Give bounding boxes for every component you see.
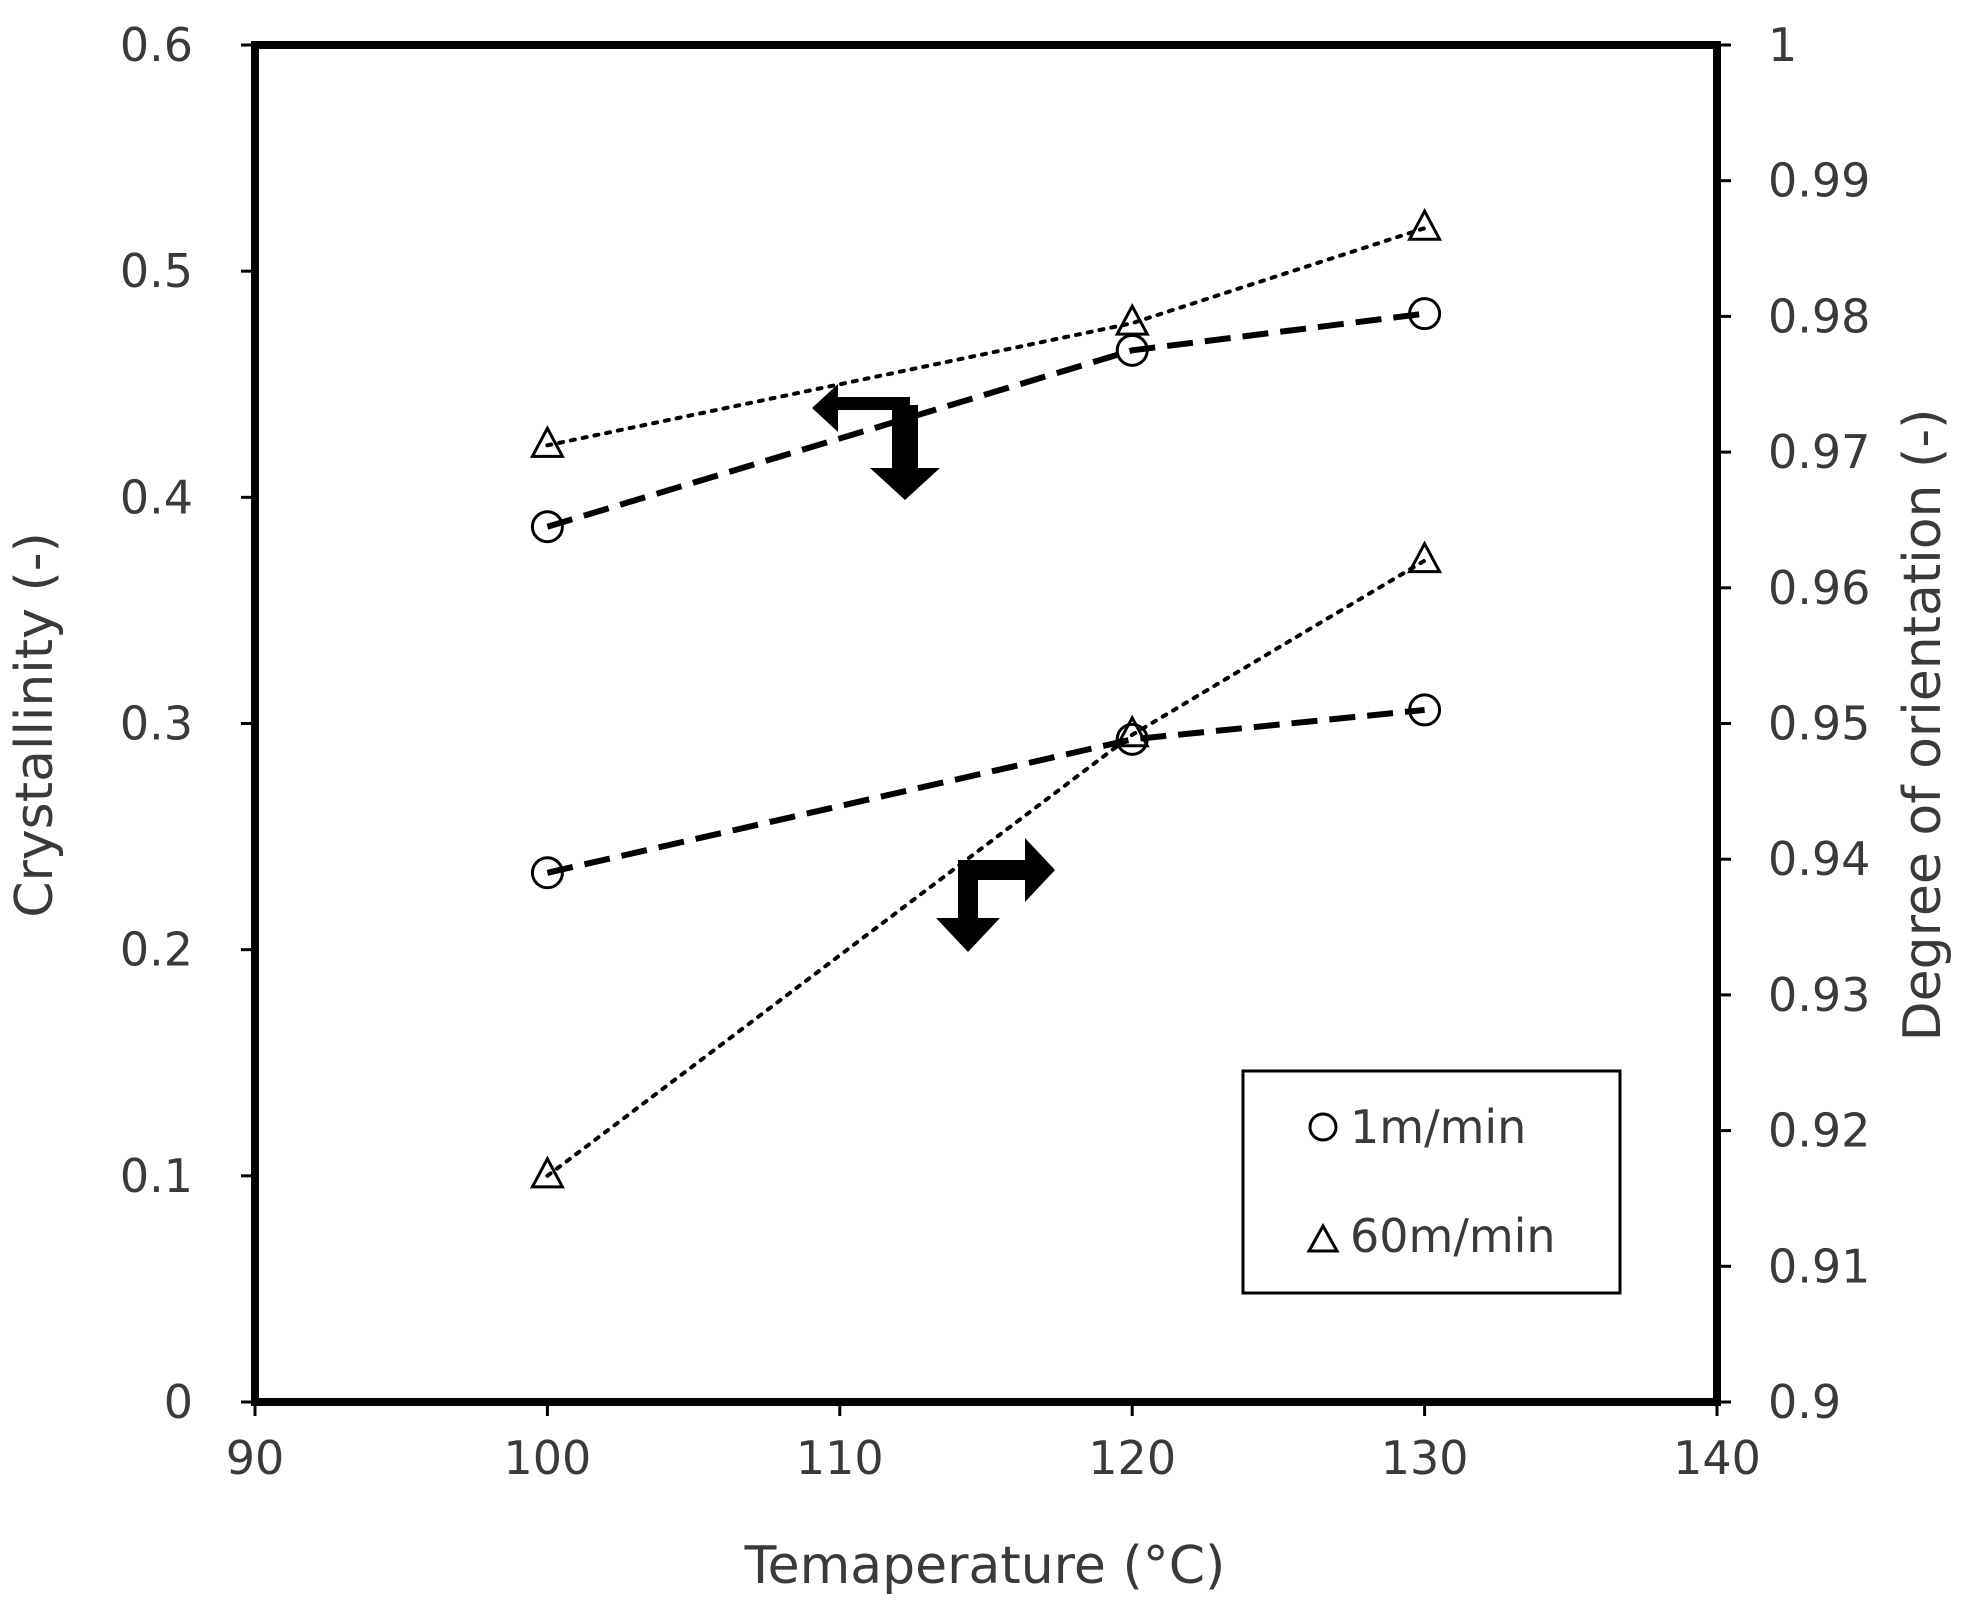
- data-point-triangle: [1407, 540, 1443, 574]
- y-axis-title: Crystallinity (-): [5, 532, 65, 918]
- y2-axis-title: Degree of orientation (-): [1893, 409, 1953, 1042]
- y2-tick-label: 0.99: [1768, 154, 1870, 208]
- series-points: [529, 208, 1443, 1189]
- y2-tick-label: 0.95: [1768, 697, 1870, 751]
- y2-axis-ticks: 0.9 0.91 0.92 0.93 0.94 0.95 0.96 0.97 0.98 0.99 1: [1717, 18, 1870, 1429]
- y-tick-label: 0.2: [120, 923, 193, 977]
- series-line-3: [545, 226, 1427, 448]
- series-line-2: [546, 310, 1425, 530]
- data-point-circle: [530, 510, 564, 544]
- y2-tick-label: 0.97: [1768, 425, 1870, 479]
- y2-tick-label: 0.94: [1768, 832, 1870, 886]
- right-arrow-icon: [936, 838, 1055, 952]
- y-tick-label: 0.4: [120, 470, 193, 524]
- data-point-triangle: [529, 1155, 565, 1189]
- y2-tick-label: 0.91: [1768, 1239, 1870, 1293]
- y-tick-label: 0.5: [120, 244, 193, 298]
- x-tick-label: 130: [1381, 1431, 1469, 1485]
- legend-label-60m: 60m/min: [1350, 1209, 1556, 1263]
- data-point-triangle: [1114, 714, 1150, 748]
- series-line-0: [546, 706, 1425, 876]
- data-point-circle: [1408, 297, 1442, 331]
- x-tick-label: 100: [503, 1431, 591, 1485]
- annotations: [812, 384, 1055, 952]
- legend-box: [1241, 1069, 1622, 1295]
- legend: 1m/min 60m/min: [1241, 1069, 1622, 1295]
- down-arrow-icon: [870, 405, 940, 500]
- data-point-triangle: [1407, 208, 1443, 241]
- data-point-circle: [1115, 722, 1149, 756]
- y-tick-label: 0.1: [120, 1149, 193, 1203]
- left-arrow-icon: [812, 384, 900, 432]
- data-point-triangle: [1114, 303, 1150, 336]
- legend-label-1m: 1m/min: [1350, 1100, 1526, 1154]
- series-line-1: [545, 558, 1427, 1178]
- y2-tick-label: 0.93: [1768, 968, 1870, 1022]
- data-point-circle: [530, 856, 564, 890]
- x-tick-label: 120: [1088, 1431, 1176, 1485]
- x-tick-label: 110: [796, 1431, 884, 1485]
- y2-tick-label: 1: [1768, 18, 1797, 72]
- y-tick-label: 0: [164, 1375, 193, 1429]
- series-lines: [545, 226, 1427, 1178]
- y2-tick-label: 0.96: [1768, 561, 1870, 615]
- y-tick-label: 0.6: [120, 18, 193, 72]
- y-axis-ticks: 0 0.1 0.2 0.3 0.4 0.5 0.6: [120, 18, 255, 1429]
- y2-tick-label: 0.98: [1768, 289, 1870, 343]
- legend-circle-icon: [1308, 1112, 1338, 1142]
- legend-triangle-icon: [1306, 1222, 1340, 1253]
- data-point-circle: [1408, 693, 1442, 727]
- y2-tick-label: 0.92: [1768, 1104, 1870, 1158]
- x-tick-label: 140: [1673, 1431, 1761, 1485]
- y2-tick-label: 0.9: [1768, 1375, 1841, 1429]
- data-point-triangle: [529, 425, 565, 458]
- x-axis-ticks: 90 100 110 120 130 140: [226, 1402, 1761, 1485]
- x-axis-title: Temaperature (°C): [744, 1536, 1226, 1596]
- y-tick-label: 0.3: [120, 697, 193, 751]
- x-tick-label: 90: [226, 1431, 285, 1485]
